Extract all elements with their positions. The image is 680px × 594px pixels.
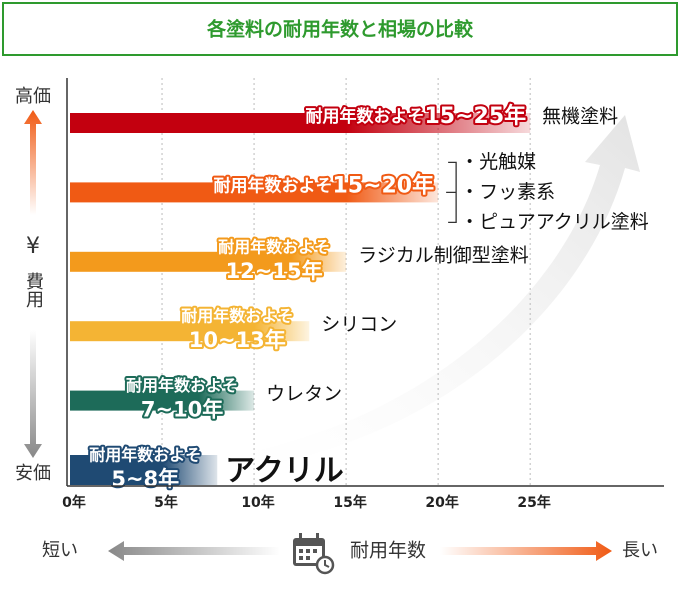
label-prefix: 耐用年数およそ xyxy=(218,237,330,256)
x-right-arrow xyxy=(440,541,612,561)
x-axis-label: 耐用年数 xyxy=(350,540,426,562)
y-down-arrow xyxy=(24,330,42,458)
label-prefix: 耐用年数およそ xyxy=(213,175,332,196)
category-label: 無機塗料 xyxy=(542,105,618,128)
range-bar xyxy=(70,113,531,133)
value-label-text: 15~20年 xyxy=(332,172,434,198)
x-short-label: 短い xyxy=(42,540,78,561)
value-label-text: 12~15年 xyxy=(226,259,323,283)
calendar-icon xyxy=(293,533,335,575)
value-label-text: 15~25年 xyxy=(424,103,526,129)
category-label: シリコン xyxy=(321,314,397,336)
label-prefix: 耐用年数およそ xyxy=(181,307,293,326)
category-label: ・フッ素系 xyxy=(460,181,555,203)
category-label: ・ピュアアクリル塗料 xyxy=(460,210,649,233)
value-label-text: 10~13年 xyxy=(189,328,286,352)
range-bar xyxy=(70,455,218,485)
value-label-text: 5~8年 xyxy=(111,467,179,491)
y-bottom-label: 安価 xyxy=(15,463,51,484)
x-left-arrow xyxy=(108,541,280,561)
range-bar xyxy=(70,182,439,203)
label-prefix: 耐用年数およそ xyxy=(89,446,201,465)
y-symbol: ¥ xyxy=(26,234,40,259)
category-label: ラジカル制御型塗料 xyxy=(358,243,529,266)
label-prefix: 耐用年数およそ xyxy=(126,376,238,395)
category-label: ・光触媒 xyxy=(460,151,536,173)
y-axis-label: 費用 xyxy=(23,272,44,308)
category-label: アクリル xyxy=(225,454,344,489)
range-bar xyxy=(70,251,347,272)
title-box xyxy=(2,2,678,56)
range-bar xyxy=(70,321,310,342)
x-tick-label: 20年 xyxy=(425,494,458,511)
range-bar xyxy=(70,390,255,411)
x-tick-label: 0年 xyxy=(62,494,86,511)
y-top-label: 高価 xyxy=(15,86,51,107)
x-long-label: 長い xyxy=(622,540,658,561)
x-tick-label: 10年 xyxy=(241,494,274,511)
y-up-arrow xyxy=(24,110,42,215)
chart-title: 各塗料の耐用年数と相場の比較 xyxy=(206,18,474,41)
bracket xyxy=(446,161,457,224)
x-tick-label: 25年 xyxy=(517,494,550,511)
trend-arrow xyxy=(235,115,640,470)
value-label: 耐用年数およそ15~20年 xyxy=(213,172,434,198)
category-label: ウレタン xyxy=(266,383,342,405)
value-label: 耐用年数およそ15~25年 xyxy=(305,103,526,129)
label-prefix: 耐用年数およそ xyxy=(305,106,424,127)
x-tick-label: 5年 xyxy=(154,494,178,511)
value-label-text: 7~10年 xyxy=(141,398,223,422)
x-tick-label: 15年 xyxy=(333,494,366,511)
